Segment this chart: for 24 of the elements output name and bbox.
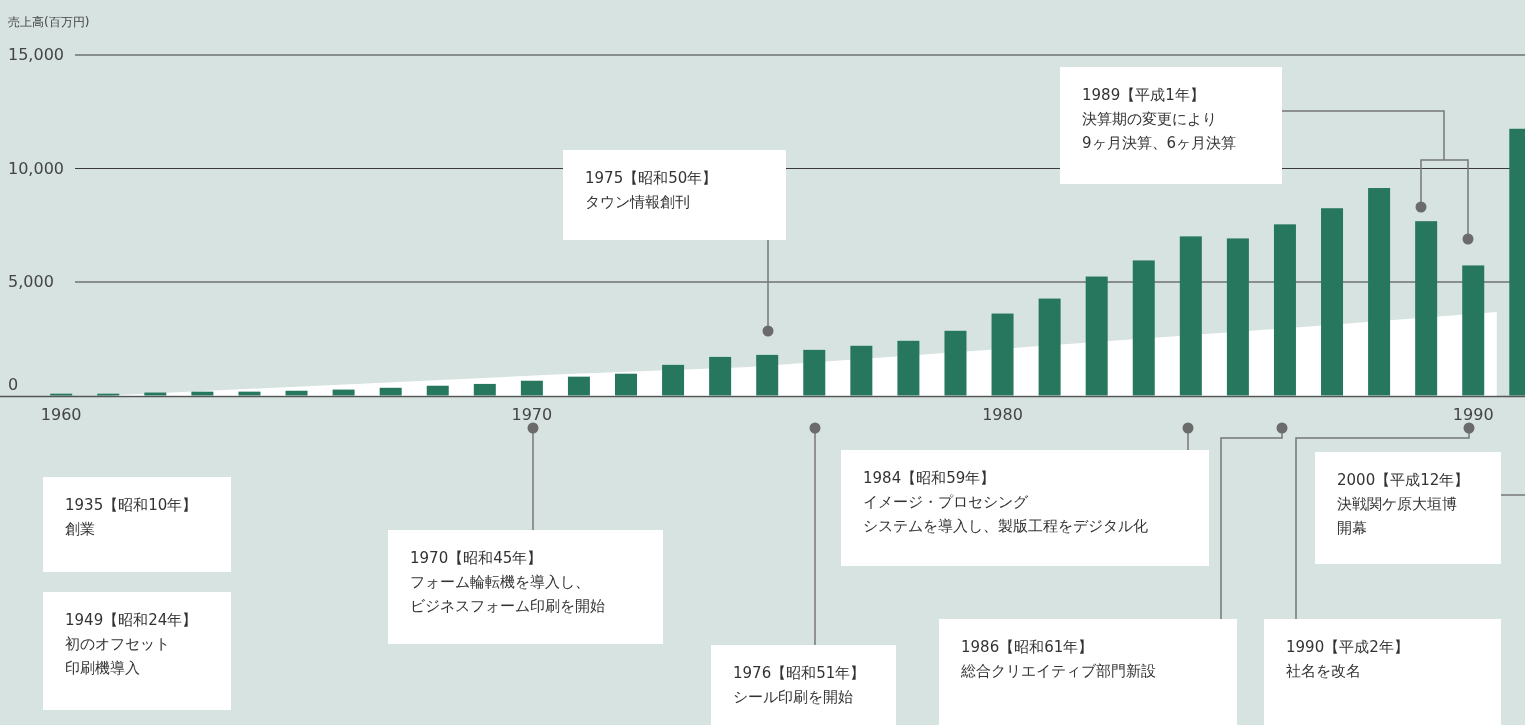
y-axis-title: 売上高(百万円) [8, 15, 90, 29]
note-box: 1976【昭和51年】 シール印刷を開始 [711, 645, 896, 725]
annotation: 決算期の変更により [1082, 110, 1217, 128]
x-tick-label: 1980 [982, 405, 1023, 424]
note-box: 1949【昭和24年】 初のオフセット 印刷機導入 [43, 592, 231, 710]
note-box: 1989【平成1年】 決算期の変更により 9ヶ月決算、6ヶ月決算 [1060, 67, 1282, 184]
y-tick-label: 15,000 [8, 45, 64, 64]
annotation: 9ヶ月決算、6ヶ月決算 [1082, 134, 1237, 152]
annotation: タウン情報創刊 [585, 193, 690, 211]
note-box: 1935【昭和10年】 創業 [43, 477, 231, 572]
x-tick-label: 1970 [511, 405, 553, 424]
x-tick-label: 1960 [40, 405, 82, 424]
note-box: 1984【昭和59年】 イメージ・プロセシング システムを導入し、製版工程をデジタル化 [841, 450, 1209, 566]
note-box: 2000【平成12年】 決戦関ケ原大垣博 開幕 [1315, 452, 1501, 564]
note-box: 1975【昭和50年】 タウン情報創刊 [563, 150, 786, 240]
note-box: 1990【平成2年】 社名を改名 [1264, 619, 1501, 725]
annotation: 1975【昭和50年】 [585, 169, 718, 187]
note-box: 1970【昭和45年】 フォーム輪転機を導入し、 ビジネスフォーム印刷を開始 [388, 530, 663, 644]
y-tick-label: 5,000 [8, 272, 54, 291]
y-tick-label: 0 [8, 374, 19, 394]
note-box: 1986【昭和61年】 総合クリエイティブ部門新設 [939, 619, 1237, 725]
annotation: 1989【平成1年】 [1082, 86, 1205, 104]
y-tick-label: 10,000 [8, 158, 64, 178]
x-tick-label: 1990 [1452, 405, 1494, 424]
